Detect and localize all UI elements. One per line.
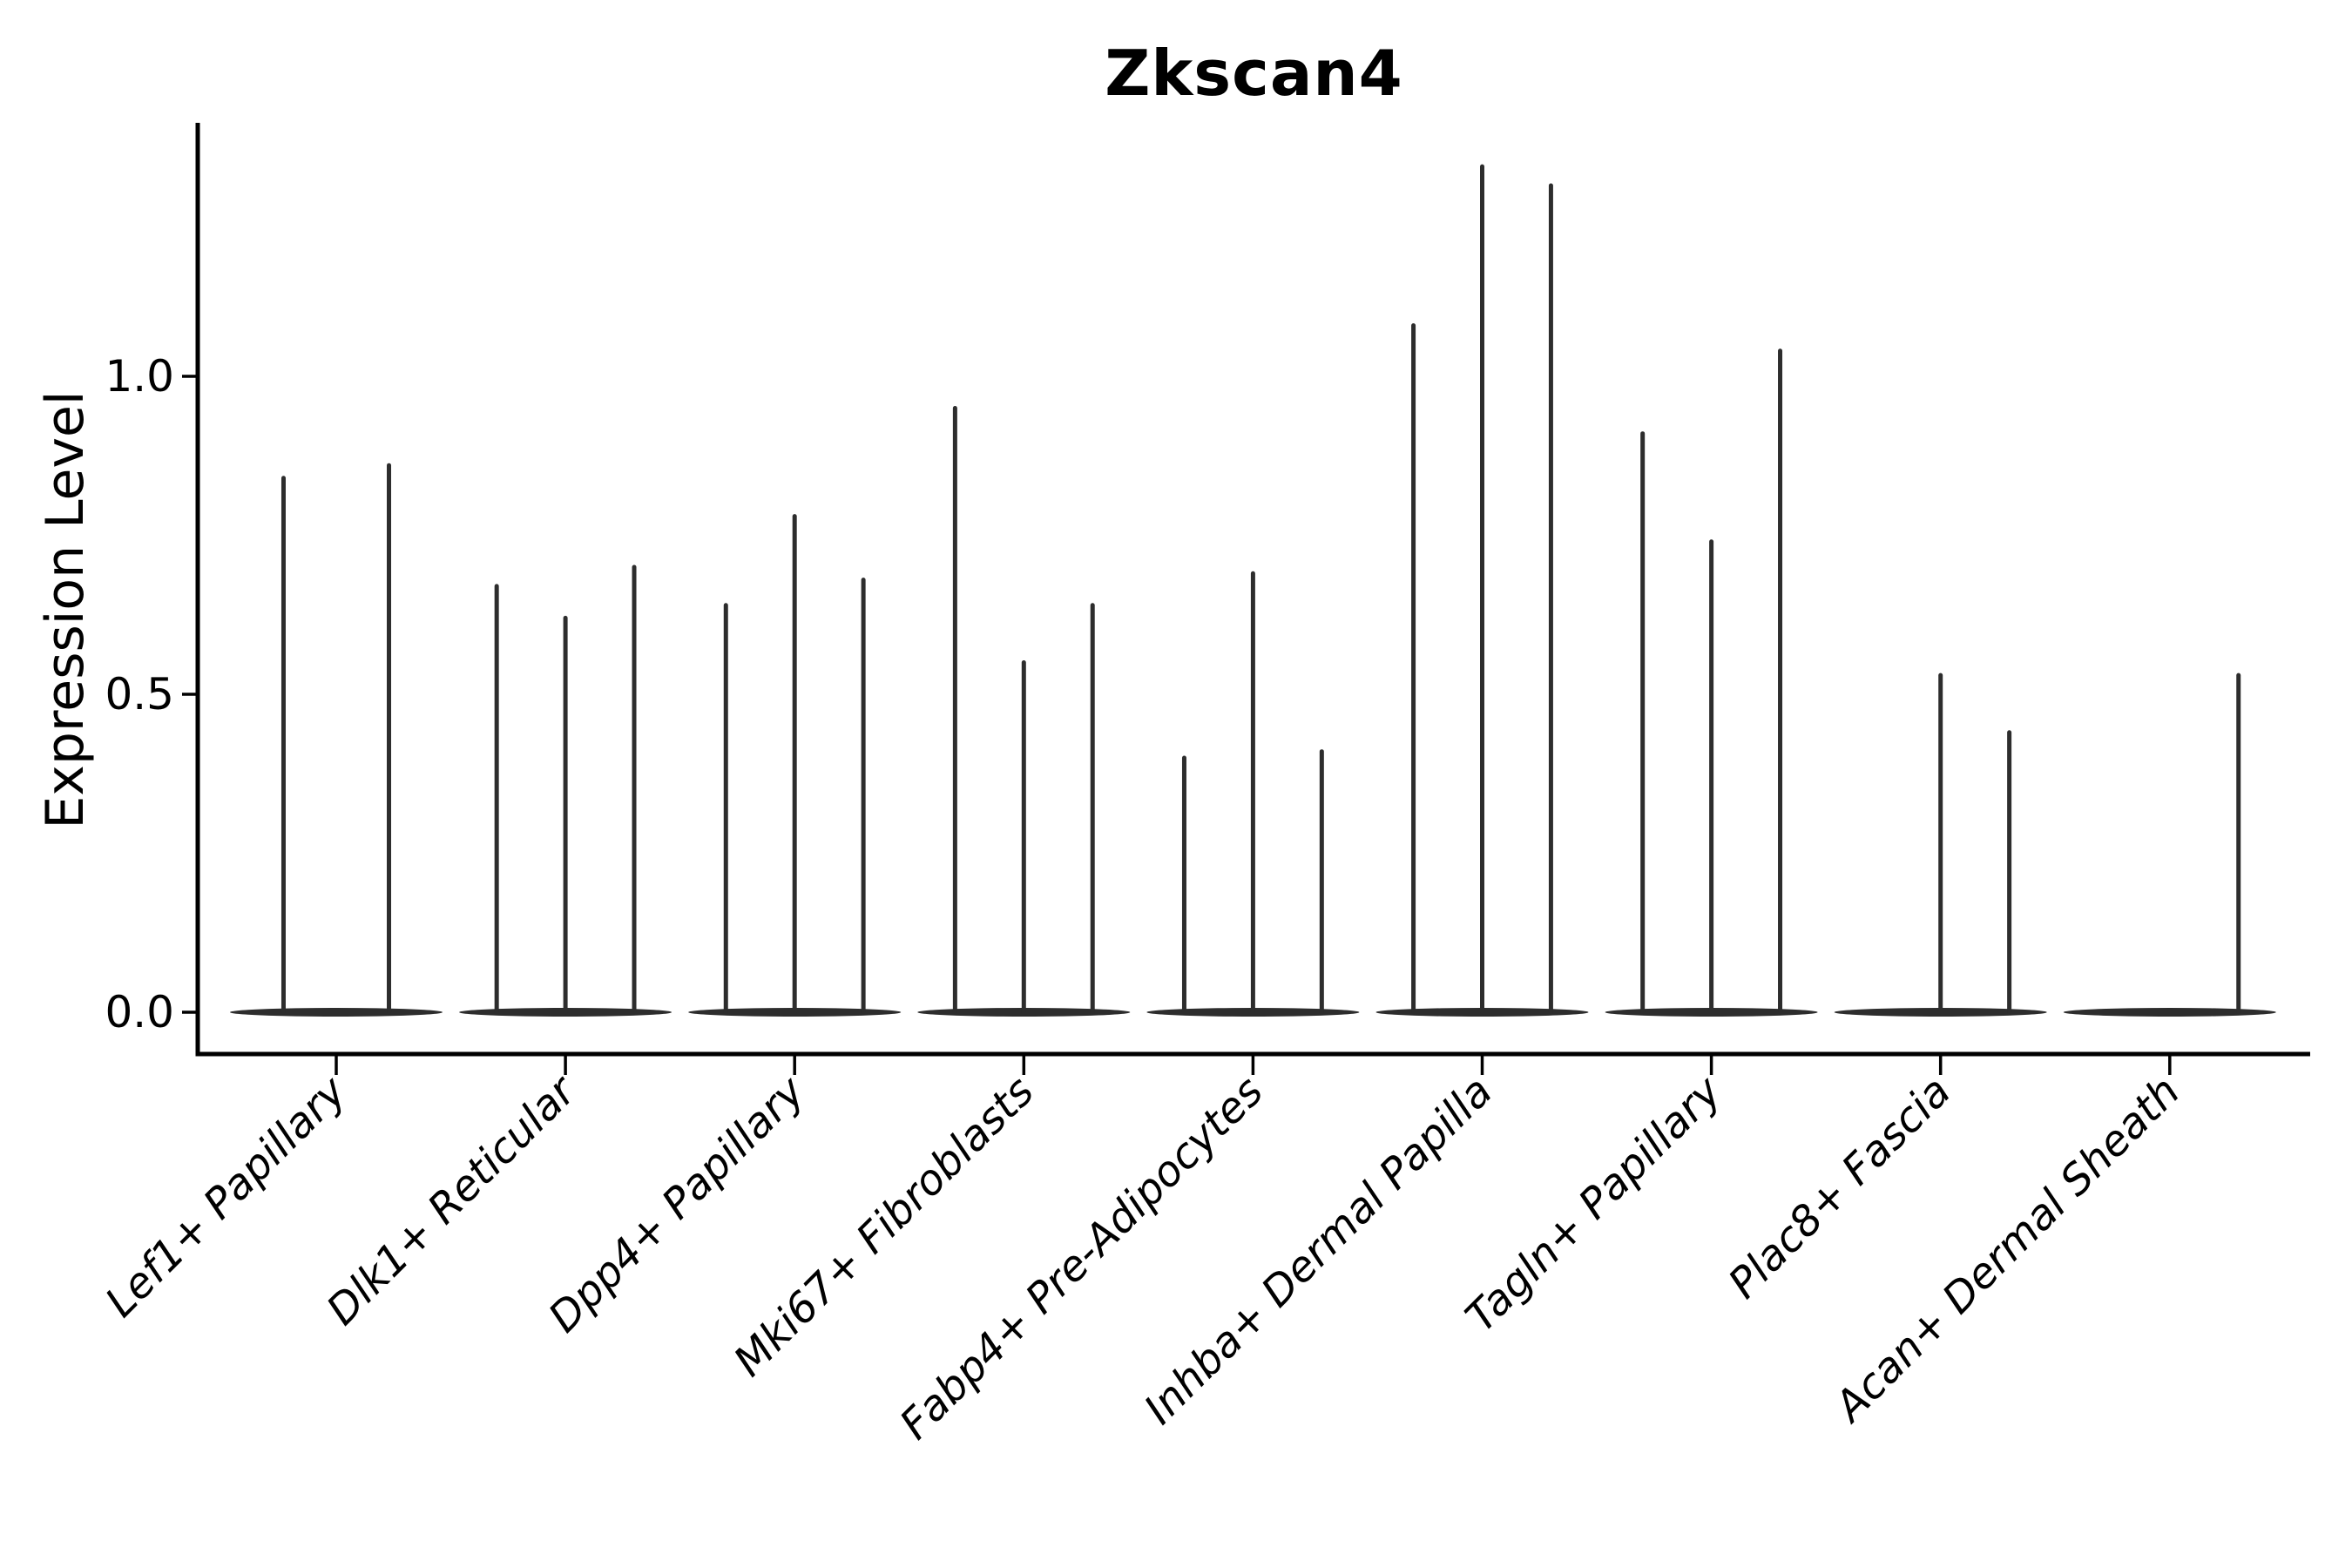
- x-tick-label: Fabp4+ Pre-Adipocytes: [890, 1067, 1273, 1450]
- x-tick-label: Plac8+ Fascia: [1720, 1067, 1961, 1308]
- violin-base: [2063, 1008, 2276, 1017]
- x-tick-label: Dlk1+ Reticular: [317, 1065, 587, 1335]
- y-tick-label: 0.5: [105, 669, 174, 720]
- chart-title: Zkscan4: [1105, 37, 1403, 110]
- y-tick-label: 1.0: [105, 351, 174, 402]
- violin-base: [230, 1008, 443, 1017]
- x-tick-label: Tagln+ Papillary: [1456, 1066, 1732, 1342]
- x-tick-label: Lef1+ Papillary: [96, 1066, 356, 1327]
- x-tick-label: Dpp4+ Papillary: [539, 1066, 814, 1342]
- y-tick-label: 0.0: [105, 987, 174, 1037]
